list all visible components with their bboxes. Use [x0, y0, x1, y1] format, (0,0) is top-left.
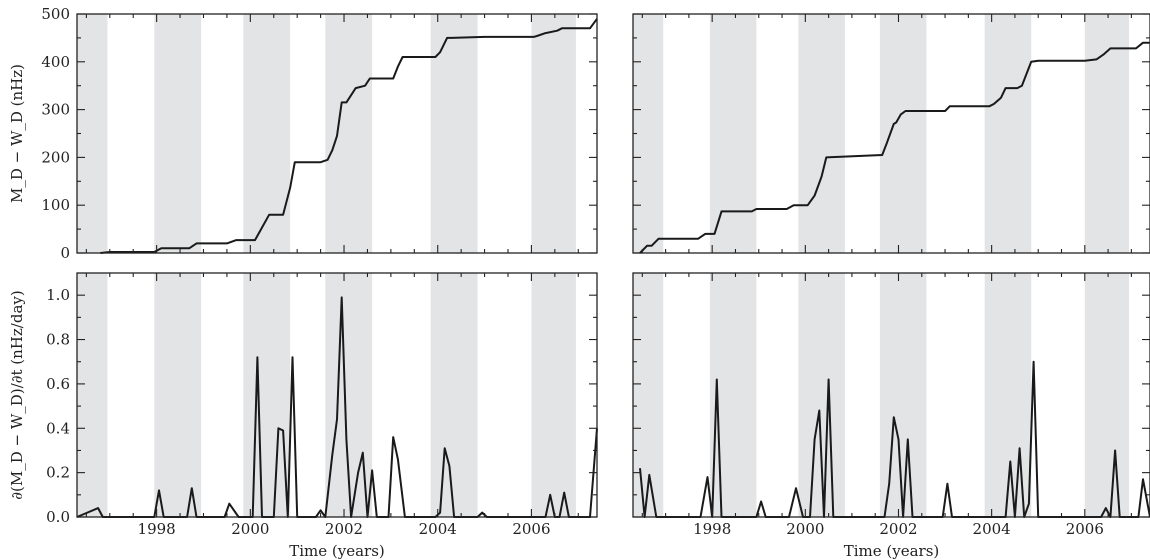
shaded-band: [243, 14, 291, 253]
shaded-band: [430, 273, 478, 517]
shaded-band: [531, 14, 576, 253]
shaded-band: [984, 273, 1032, 517]
y-axis-label: M_D − W_D (nHz): [8, 64, 26, 203]
panel-top-right: [632, 13, 1150, 254]
shaded-band: [798, 14, 845, 253]
shaded-band: [154, 273, 202, 517]
x-tick-label: 2004: [419, 520, 457, 538]
plot-frame: [76, 272, 598, 518]
shaded-band: [77, 273, 108, 517]
x-tick-label: 2000: [786, 520, 824, 538]
y-tick-label: 100: [41, 196, 70, 214]
shaded-band: [1084, 273, 1130, 517]
x-tick-label: 2002: [325, 520, 363, 538]
y-tick-label: 200: [41, 148, 70, 166]
shaded-band: [633, 14, 664, 253]
shaded-band: [709, 14, 757, 253]
x-tick-label: 2006: [512, 520, 550, 538]
shaded-band: [879, 14, 927, 253]
shaded-band: [879, 273, 927, 517]
shaded-band: [531, 273, 576, 517]
shaded-band: [430, 14, 478, 253]
y-axis-label: ∂(M_D − W_D)/∂t (nHz/day): [8, 290, 26, 499]
shaded-band: [984, 14, 1032, 253]
shaded-band: [243, 273, 291, 517]
y-tick-label: 0: [60, 244, 70, 262]
y-tick-label: 0.8: [46, 331, 70, 349]
x-axis-label: Time (years): [289, 542, 385, 560]
panels: 0 100 200 300 400 500 M_D − W_D (nHz) 1998 2000 2…: [8, 5, 1150, 560]
y-tick-label: 300: [41, 101, 70, 119]
y-tick-label: 500: [41, 5, 70, 23]
shaded-band: [1084, 14, 1130, 253]
y-tick-label: 0.6: [46, 375, 70, 393]
y-tick-label: 0.2: [46, 464, 70, 482]
shaded-band: [325, 14, 373, 253]
y-tick-label: 400: [41, 53, 70, 71]
y-tick-label: 0.0: [46, 508, 70, 526]
x-tick-label: 1998: [693, 520, 731, 538]
shaded-band: [77, 14, 108, 253]
plot-frame: [632, 272, 1150, 518]
x-tick-label: 2004: [973, 520, 1011, 538]
x-tick-label: 2002: [879, 520, 917, 538]
panel-top-left: 0 100 200 300 400 500 M_D − W_D (nHz): [8, 5, 598, 262]
y-tick-label: 1.0: [46, 286, 70, 304]
x-tick-label: 1998: [138, 520, 176, 538]
x-axis-label: Time (years): [844, 542, 940, 560]
x-tick-label: 2000: [231, 520, 269, 538]
x-tick-label: 2006: [1066, 520, 1104, 538]
panel-bottom-left: 1998 2000 2002 2004 2006 0.0 0.2 0.4 0.6 0.8 1.0 Ti…: [8, 272, 598, 560]
panel-bottom-right: 1998 2000 2002 2004 2006 Time (years): [632, 272, 1150, 560]
y-tick-label: 0.4: [46, 419, 70, 437]
series-line: [639, 41, 1150, 254]
shaded-band: [154, 14, 202, 253]
series-line: [100, 18, 598, 254]
